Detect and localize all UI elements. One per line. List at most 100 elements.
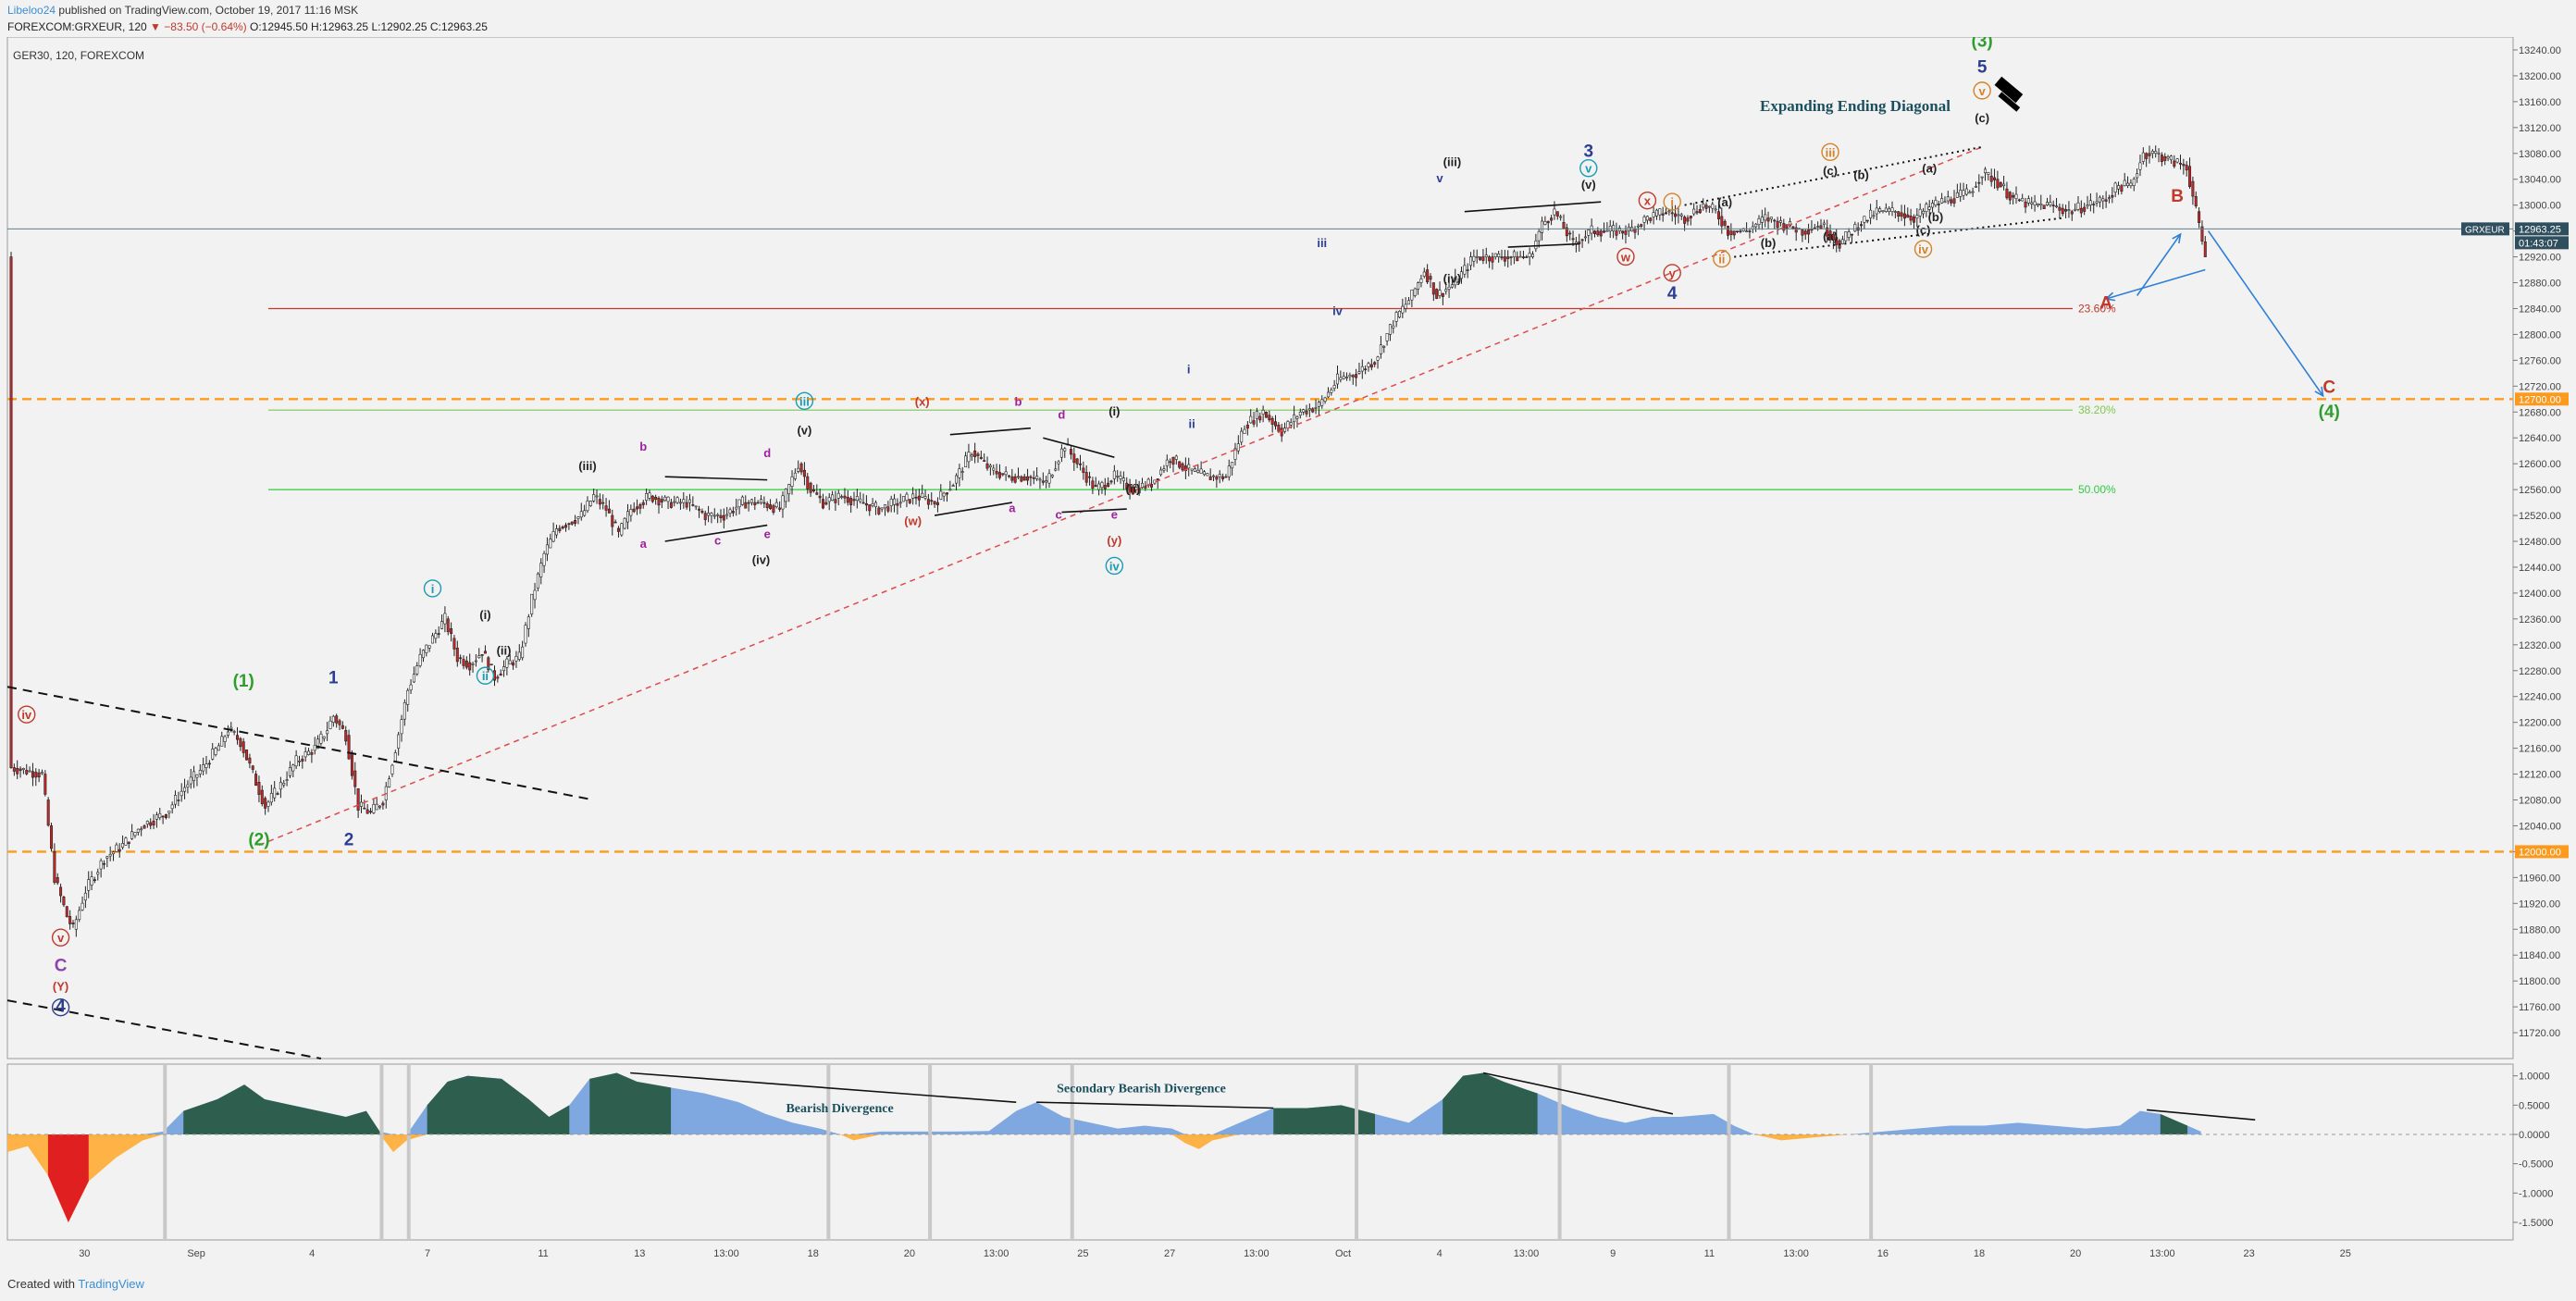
last-price-label: 12963.25 bbox=[2519, 224, 2561, 235]
candle-body bbox=[1984, 168, 1988, 174]
candle-body bbox=[2173, 160, 2176, 167]
candle-body bbox=[177, 799, 180, 801]
candle-body bbox=[2079, 207, 2083, 214]
candle-body bbox=[1001, 473, 1005, 476]
candle-body bbox=[1270, 417, 1274, 425]
candle-body bbox=[158, 812, 162, 819]
candle-body bbox=[2126, 182, 2130, 187]
candle-body bbox=[917, 495, 921, 501]
wave-label: b bbox=[1015, 394, 1022, 408]
wave-label: 3 bbox=[1584, 142, 1594, 161]
wave-label-circle bbox=[476, 666, 495, 685]
candle-body bbox=[189, 776, 192, 785]
candle-body bbox=[1307, 408, 1311, 411]
candle-body bbox=[1348, 375, 1352, 378]
candle-body bbox=[12, 767, 16, 772]
candle-body bbox=[682, 499, 686, 503]
candle-body bbox=[749, 499, 753, 503]
candle-body bbox=[412, 674, 415, 683]
candle-body bbox=[1568, 232, 1572, 235]
candle-body bbox=[381, 802, 385, 806]
candle-body bbox=[533, 589, 537, 601]
candle-body bbox=[1252, 420, 1256, 425]
wave-label: B bbox=[2171, 187, 2184, 206]
wave-label: (iii) bbox=[578, 459, 597, 473]
pattern-line bbox=[1061, 508, 1127, 514]
candle-body bbox=[1686, 217, 1690, 222]
candle-body bbox=[1404, 304, 1407, 309]
candle-body bbox=[1171, 456, 1175, 465]
y-tick-label: 12280.00 bbox=[2519, 666, 2561, 677]
candle-body bbox=[1156, 478, 1159, 480]
fib-label: 50.00% bbox=[2078, 483, 2116, 496]
wave-label-circle bbox=[1913, 240, 1933, 258]
candle-body bbox=[1450, 284, 1454, 288]
candle-body bbox=[180, 790, 183, 797]
candle-body bbox=[294, 755, 298, 767]
candle-body bbox=[68, 915, 72, 924]
candle-body bbox=[2070, 211, 2074, 215]
wave-label: (b) bbox=[1761, 236, 1777, 250]
chart-canvas[interactable]: 11720.00 11760.00 11800.00 11840.00 11880.00… bbox=[0, 37, 2576, 1272]
candle-body bbox=[1592, 230, 1596, 234]
candle-body bbox=[1218, 474, 1221, 477]
x-tick-label: Oct bbox=[1335, 1248, 1351, 1259]
candle-body bbox=[1649, 217, 1653, 221]
wave-label: i bbox=[1670, 195, 1674, 209]
candle-body bbox=[83, 892, 87, 901]
y-tick-label: 11920.00 bbox=[2519, 898, 2560, 910]
candle-body bbox=[700, 511, 704, 514]
candle-body bbox=[988, 465, 992, 467]
tradingview-logo[interactable]: TradingView bbox=[78, 1277, 144, 1291]
candle-body bbox=[521, 646, 525, 659]
candle-body bbox=[390, 764, 394, 774]
candle-body bbox=[834, 499, 837, 503]
candle-body bbox=[505, 658, 509, 668]
candle-body bbox=[2067, 209, 2071, 211]
publish-text: published on TradingView.com, October 19… bbox=[58, 4, 359, 17]
oscillator-marker bbox=[406, 1064, 411, 1240]
wave-label: (i) bbox=[1108, 404, 1120, 418]
candle-body bbox=[356, 787, 360, 811]
candle-body bbox=[1355, 374, 1358, 378]
candle-body bbox=[811, 489, 815, 491]
wave-label: iv bbox=[1109, 559, 1121, 573]
y-tick-label: 13080.00 bbox=[2519, 149, 2561, 160]
candle-body bbox=[1937, 204, 1940, 205]
wave-label: ii bbox=[482, 669, 489, 683]
oscillator-strong-band bbox=[427, 1075, 570, 1134]
candle-body bbox=[1079, 463, 1083, 465]
candle-body bbox=[694, 505, 698, 508]
candle-body bbox=[1698, 209, 1702, 214]
candle-body bbox=[220, 736, 224, 747]
osc-y-tick-label: -0.5000 bbox=[2519, 1159, 2553, 1171]
oscillator-marker bbox=[1869, 1064, 1874, 1240]
candle-body bbox=[884, 503, 887, 509]
candle-body bbox=[65, 906, 68, 918]
fib-label: 23.60% bbox=[2078, 302, 2116, 315]
candle-body bbox=[1178, 461, 1182, 468]
candle-body bbox=[1116, 476, 1120, 477]
candle-body bbox=[21, 768, 25, 770]
candle-body bbox=[1776, 220, 1779, 229]
candle-body bbox=[40, 772, 43, 774]
candle-body bbox=[245, 750, 249, 761]
candle-body bbox=[1897, 211, 1901, 217]
candle-body bbox=[1199, 468, 1203, 474]
candle-body bbox=[186, 784, 190, 787]
candle-body bbox=[1100, 482, 1104, 489]
candle-body bbox=[1121, 477, 1125, 482]
candle-body bbox=[1174, 455, 1178, 460]
candle-body bbox=[871, 503, 874, 506]
candle-body bbox=[1555, 211, 1559, 217]
candle-body bbox=[1835, 237, 1839, 245]
candle-body bbox=[1732, 230, 1736, 236]
oscillator-marker bbox=[1070, 1064, 1074, 1240]
candle-body bbox=[1711, 204, 1715, 209]
candle-body bbox=[2014, 193, 2018, 199]
candle-body bbox=[793, 472, 797, 479]
candle-body bbox=[1013, 476, 1017, 483]
candle-body bbox=[1342, 376, 1345, 379]
author-link[interactable]: Libeloo24 bbox=[7, 4, 56, 17]
candle-body bbox=[1407, 300, 1411, 305]
